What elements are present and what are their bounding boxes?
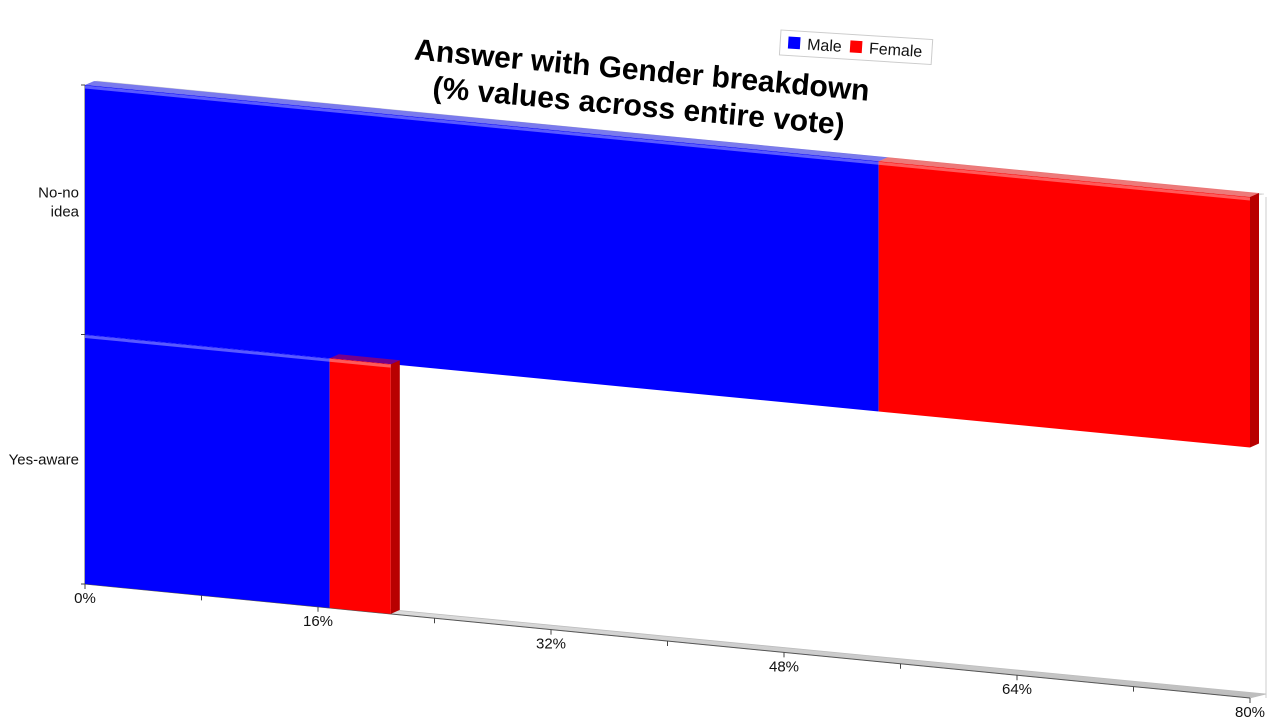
legend-label-female: Female bbox=[868, 41, 922, 61]
x-axis-tick-labels: 0% 16% 32% 48% 64% 80% bbox=[74, 590, 1265, 720]
bar-male-no-no-idea bbox=[85, 85, 879, 412]
x-tick-label-3: 48% bbox=[769, 658, 799, 675]
category-label-0-line-0: No-no bbox=[38, 184, 79, 201]
bar-female-no-no-idea-top bbox=[878, 157, 1259, 197]
bar-group-yes-aware bbox=[84, 330, 400, 614]
x-tick-label-4: 64% bbox=[1002, 681, 1032, 698]
category-label-1-line-0: Yes-aware bbox=[9, 451, 79, 468]
bar-female-no-no-idea-side bbox=[1250, 193, 1259, 448]
bar-female-no-no-idea bbox=[878, 161, 1250, 448]
bar-female-yes-aware-highlight bbox=[329, 358, 391, 368]
bar-male-no-no-idea-highlight bbox=[84, 85, 879, 165]
x-tick-label-2: 32% bbox=[536, 636, 566, 653]
bar-male-yes-aware-top bbox=[85, 330, 339, 359]
bar-male-yes-aware bbox=[85, 334, 330, 608]
bar-female-yes-aware-side bbox=[390, 360, 400, 614]
y-axis-category-labels: No-no idea Yes-aware bbox=[9, 184, 80, 468]
bar-group-no-no-idea bbox=[84, 81, 1259, 448]
bar-male-yes-aware-highlight bbox=[84, 335, 330, 362]
bar-male-no-no-idea-top bbox=[85, 81, 888, 162]
x-tick-label-5: 80% bbox=[1235, 704, 1265, 720]
bar-female-yes-aware bbox=[329, 358, 391, 614]
category-label-0-line-1: idea bbox=[51, 203, 80, 220]
legend-swatch-male bbox=[787, 36, 801, 50]
x-tick-label-1: 16% bbox=[303, 613, 333, 630]
bars bbox=[84, 81, 1259, 614]
x-tick-label-0: 0% bbox=[74, 590, 96, 607]
legend: Male Female bbox=[778, 29, 934, 66]
legend-swatch-female bbox=[849, 40, 863, 54]
bar-female-no-no-idea-highlight bbox=[878, 161, 1251, 201]
bar-female-yes-aware-top bbox=[329, 354, 400, 365]
legend-label-male: Male bbox=[807, 37, 843, 56]
